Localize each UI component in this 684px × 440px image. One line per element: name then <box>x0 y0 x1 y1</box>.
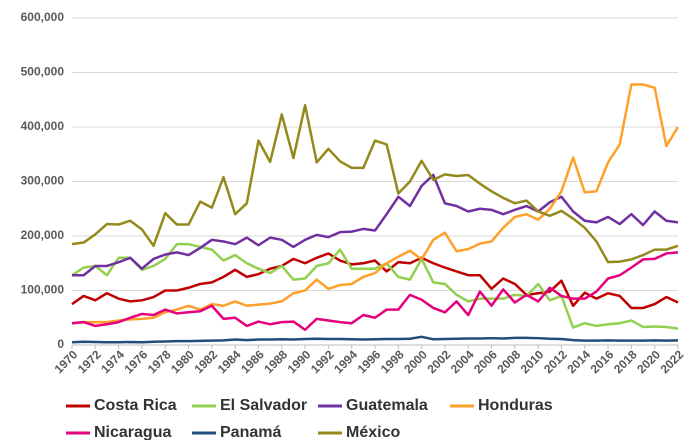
x-tick-label: 2000 <box>401 347 430 376</box>
series-line <box>71 103 679 264</box>
legend-label: Panamá <box>220 424 281 440</box>
y-tick-label: 600,000 <box>21 10 65 24</box>
series-line <box>71 335 679 344</box>
x-tick-label: 1990 <box>285 347 314 376</box>
x-tick-label: 1994 <box>331 347 360 376</box>
x-tick-label: 1986 <box>238 347 267 376</box>
legend-label: Guatemala <box>346 397 428 414</box>
y-tick-label: 400,000 <box>21 119 65 133</box>
x-tick-label: 1982 <box>191 347 220 376</box>
x-tick-label: 2020 <box>634 347 663 376</box>
legend-label: El Salvador <box>220 397 307 414</box>
series-line <box>71 242 679 330</box>
legend-label: Honduras <box>478 397 553 414</box>
y-tick-label: 200,000 <box>21 228 65 242</box>
x-tick-label: 1984 <box>215 347 244 376</box>
x-tick-label: 1974 <box>98 347 127 376</box>
legend-label: Costa Rica <box>94 397 177 414</box>
series-line <box>72 173 679 277</box>
x-tick-label: 2014 <box>564 347 593 376</box>
legend-label: México <box>346 424 400 440</box>
x-tick-label: 1992 <box>308 347 337 376</box>
y-tick-label: 300,000 <box>21 174 65 188</box>
x-tick-label: 1978 <box>145 347 174 376</box>
x-tick-label: 2018 <box>611 347 640 376</box>
x-tick-label: 2016 <box>588 347 617 376</box>
x-tick-label: 2006 <box>471 347 500 376</box>
series-line <box>71 252 679 310</box>
series-line <box>71 251 679 331</box>
x-tick-label: 1988 <box>261 347 290 376</box>
x-tick-label: 2012 <box>541 347 570 376</box>
x-tick-label: 2022 <box>658 347 684 376</box>
x-tick-label: 2008 <box>494 347 523 376</box>
x-tick-label: 1998 <box>378 347 407 376</box>
x-tick-label: 2010 <box>518 347 547 376</box>
x-tick-label: 2004 <box>448 347 477 376</box>
x-tick-label: 1972 <box>75 347 104 376</box>
x-tick-label: 1980 <box>168 347 197 376</box>
legend-label: Nicaragua <box>94 424 171 440</box>
x-tick-label: 1976 <box>122 347 151 376</box>
y-tick-label: 500,000 <box>21 65 65 79</box>
x-tick-label: 1996 <box>355 347 384 376</box>
x-tick-label: 2002 <box>425 347 454 376</box>
x-tick-label: 1970 <box>52 347 81 376</box>
series-line <box>71 83 680 325</box>
y-tick-label: 0 <box>57 337 64 351</box>
y-tick-label: 100,000 <box>21 283 65 297</box>
